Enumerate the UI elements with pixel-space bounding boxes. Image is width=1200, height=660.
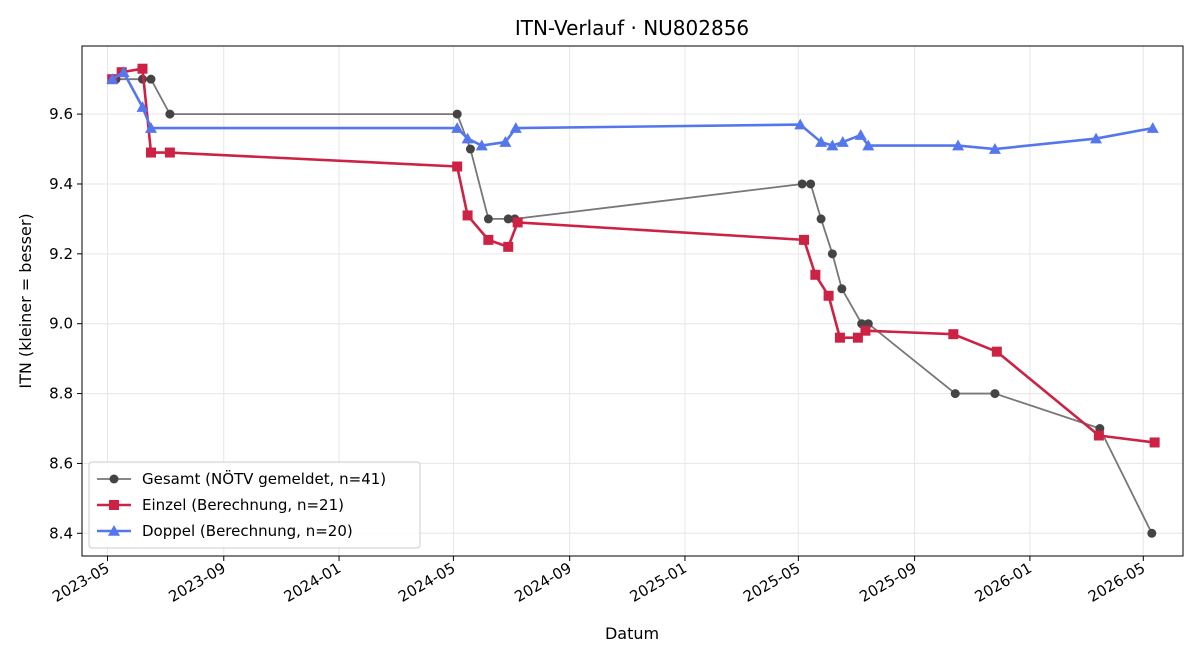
data-point-einzel xyxy=(1149,437,1160,448)
data-point-einzel xyxy=(452,161,463,172)
data-point-doppel xyxy=(952,139,965,151)
data-point-gesamt xyxy=(503,214,513,224)
y-axis-label: ITN (kleiner = besser) xyxy=(16,213,35,388)
data-point-doppel xyxy=(1090,132,1103,144)
data-point-doppel xyxy=(509,122,522,133)
data-point-gesamt xyxy=(452,109,462,119)
legend-label-doppel: Doppel (Berechnung, n=20) xyxy=(142,522,353,540)
data-point-doppel xyxy=(461,132,474,144)
data-point-doppel xyxy=(106,73,119,84)
data-point-doppel xyxy=(836,136,849,147)
data-point-doppel xyxy=(854,129,867,140)
data-point-doppel xyxy=(988,143,1001,154)
data-point-gesamt xyxy=(797,179,807,189)
data-point-einzel xyxy=(145,147,156,158)
series-einzel xyxy=(107,63,1160,448)
data-point-doppel xyxy=(826,139,839,151)
data-point-einzel xyxy=(483,234,494,245)
y-tick-label: 8.6 xyxy=(49,454,73,472)
data-point-einzel xyxy=(503,241,514,252)
y-tick-label: 8.4 xyxy=(49,524,73,542)
data-point-doppel xyxy=(815,136,828,147)
data-point-einzel xyxy=(799,234,810,245)
data-point-doppel xyxy=(451,122,464,133)
data-point-gesamt xyxy=(165,109,175,119)
data-point-doppel xyxy=(499,136,512,147)
y-tick-label: 9.4 xyxy=(49,175,73,193)
data-point-doppel xyxy=(794,118,807,130)
data-point-gesamt xyxy=(465,144,475,154)
data-point-doppel xyxy=(117,66,130,77)
y-tick-label: 8.8 xyxy=(49,385,73,403)
data-point-gesamt xyxy=(950,389,960,399)
x-axis-label: Datum xyxy=(605,624,659,643)
y-tick-label: 9.0 xyxy=(49,315,73,333)
data-point-einzel xyxy=(991,346,1002,357)
legend: Gesamt (NÖTV gemeldet, n=41) Einzel (Bere… xyxy=(88,461,421,549)
data-point-einzel xyxy=(860,325,871,336)
data-point-doppel xyxy=(475,139,488,151)
y-tick-label: 9.2 xyxy=(49,245,73,263)
data-point-doppel xyxy=(144,122,157,133)
data-point-gesamt xyxy=(827,249,837,259)
plot-frame xyxy=(81,45,1184,557)
data-point-einzel xyxy=(462,210,473,221)
legend-marker-gesamt xyxy=(109,474,119,484)
data-point-einzel xyxy=(164,147,175,158)
data-point-einzel xyxy=(512,217,523,228)
y-tick-label: 9.6 xyxy=(49,105,73,123)
series-doppel xyxy=(106,66,1159,154)
data-point-doppel xyxy=(862,139,875,151)
chart-title: ITN-Verlauf · NU802856 xyxy=(515,16,749,40)
legend-label-einzel: Einzel (Berechnung, n=21) xyxy=(142,496,344,514)
data-point-gesamt xyxy=(146,74,156,84)
legend-marker-doppel xyxy=(108,525,120,536)
data-point-doppel xyxy=(1146,122,1159,133)
data-point-gesamt xyxy=(806,179,816,189)
legend-label-gesamt: Gesamt (NÖTV gemeldet, n=41) xyxy=(142,469,386,488)
data-point-einzel xyxy=(948,329,959,340)
data-point-einzel xyxy=(852,332,863,343)
data-point-einzel xyxy=(823,290,834,301)
data-point-gesamt xyxy=(816,214,826,224)
series-layer xyxy=(106,63,1160,538)
legend-box xyxy=(88,461,421,549)
data-point-einzel xyxy=(810,269,821,280)
legend-marker-einzel xyxy=(109,500,119,510)
data-point-gesamt xyxy=(1147,528,1157,538)
data-point-gesamt xyxy=(483,214,493,224)
data-point-einzel xyxy=(834,332,845,343)
data-point-gesamt xyxy=(990,389,1000,399)
data-point-einzel xyxy=(137,63,148,74)
data-point-doppel xyxy=(136,101,149,112)
data-point-einzel xyxy=(1093,430,1104,441)
data-point-gesamt xyxy=(837,284,847,294)
